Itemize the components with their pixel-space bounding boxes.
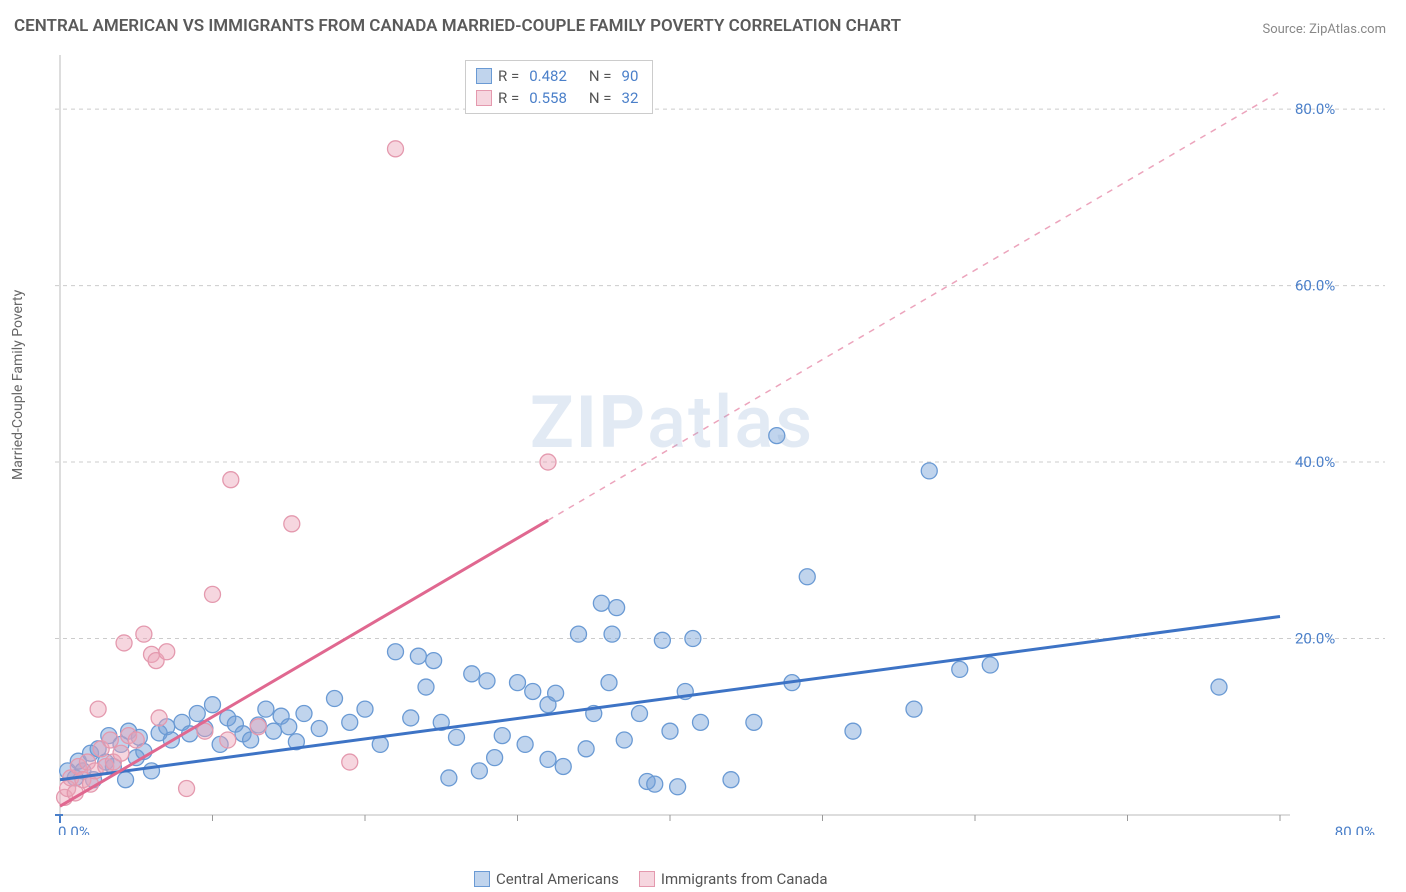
series-legend: Central Americans Immigrants from Canada [468,868,834,890]
y-axis-label: Married-Couple Family Poverty [10,290,26,480]
svg-text:20.0%: 20.0% [1295,630,1335,648]
r-label: R = [498,67,519,85]
legend-item: Immigrants from Canada [639,870,828,888]
series-swatch [476,68,492,84]
plot-area: 20.0% 40.0% 60.0% 80.0% 0.0% 80.0% R = 0.482 N … [55,55,1385,835]
n-label: N = [589,67,612,85]
svg-text:80.0%: 80.0% [1335,823,1375,835]
svg-text:0.0%: 0.0% [58,823,90,835]
svg-text:40.0%: 40.0% [1295,453,1335,471]
svg-text:80.0%: 80.0% [1295,100,1335,118]
stats-row: R = 0.558 N = 32 [476,87,642,109]
series-swatch [476,90,492,106]
legend-item: Central Americans [474,870,619,888]
r-value: 0.482 [529,67,567,85]
legend-label: Immigrants from Canada [661,870,828,888]
svg-text:60.0%: 60.0% [1295,277,1335,295]
scatter-chart: 20.0% 40.0% 60.0% 80.0% 0.0% 80.0% [55,55,1385,835]
legend-label: Central Americans [496,870,619,888]
n-value: 32 [622,89,639,107]
source-attribution: Source: ZipAtlas.com [1262,22,1386,37]
n-value: 90 [622,67,639,85]
n-label: N = [589,89,612,107]
stats-legend-box: R = 0.482 N = 90 R = 0.558 N = 32 [465,60,653,114]
r-label: R = [498,89,519,107]
stats-row: R = 0.482 N = 90 [476,65,642,87]
r-value: 0.558 [529,89,567,107]
series-swatch [474,871,490,887]
chart-title: CENTRAL AMERICAN VS IMMIGRANTS FROM CANA… [14,16,901,36]
series-swatch [639,871,655,887]
